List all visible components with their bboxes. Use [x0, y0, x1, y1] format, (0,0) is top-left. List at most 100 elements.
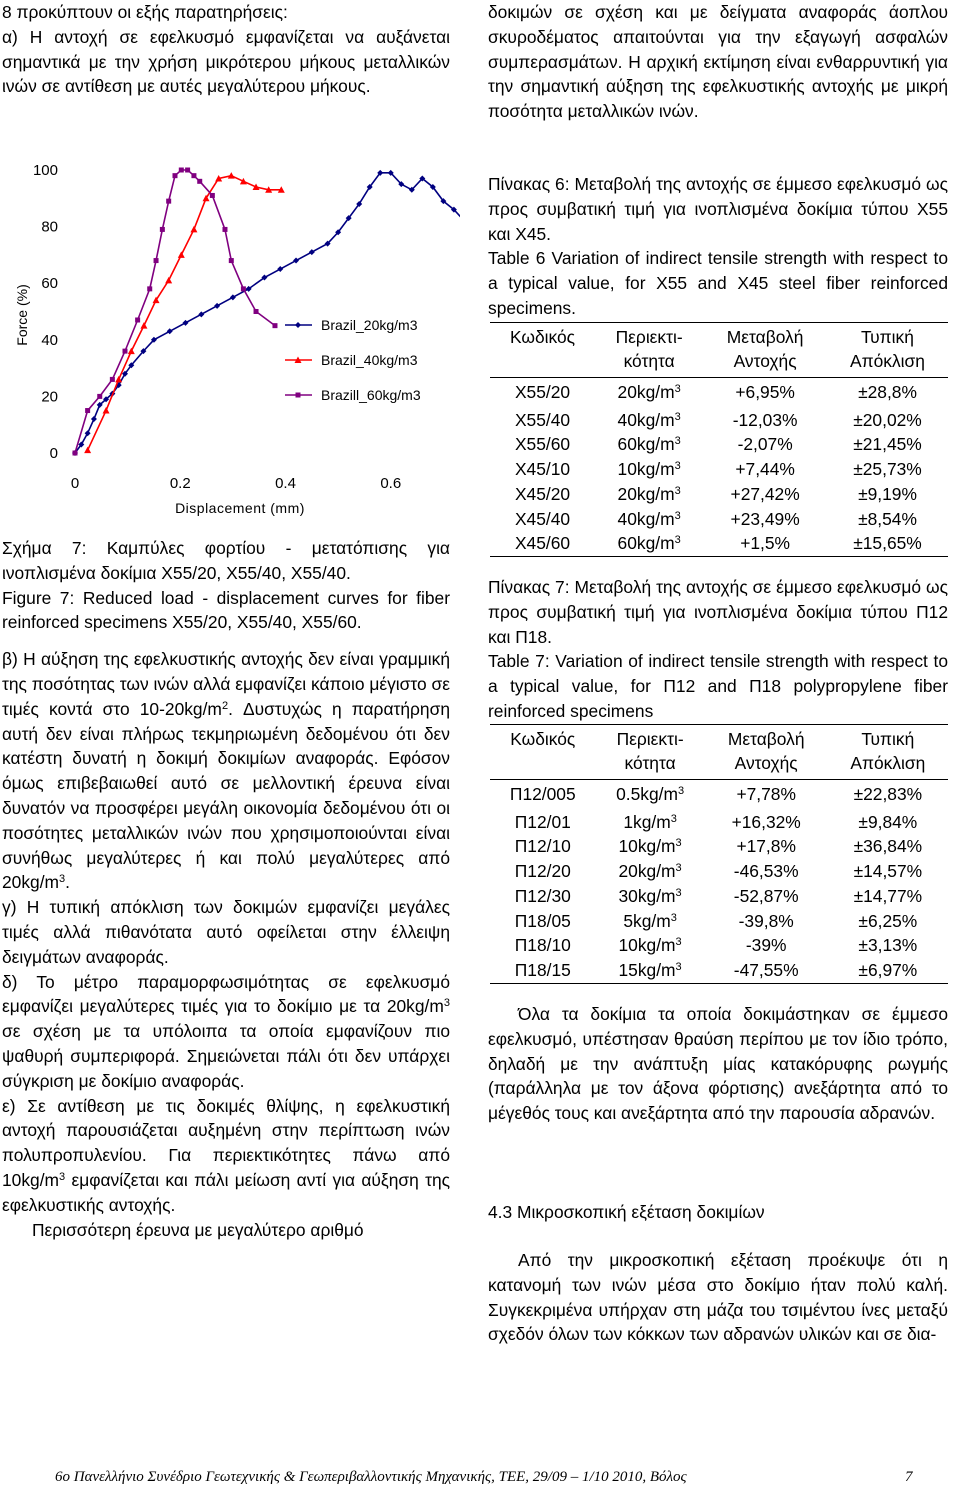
table-cell: Π12/30 — [490, 884, 596, 909]
text: β) Η αύξηση της εφελκυστικής αντοχής δεν… — [2, 649, 451, 719]
header-text: Απόκλιση — [850, 351, 925, 371]
data-point — [440, 198, 447, 205]
table-row: Π12/01 1kg/m3 +16,32% ±9,84% — [490, 810, 948, 835]
table-cell: Χ55/60 — [490, 432, 595, 457]
table-row: Χ45/40 40kg/m3 +23,49% ±8,54% — [490, 507, 948, 532]
superscript: 3 — [443, 997, 450, 1010]
table-cell: -2,07% — [703, 432, 827, 457]
data-point — [135, 317, 141, 323]
paragraph: Περισσότερη έρευνα με μεγαλύτερο αριθμό — [32, 1219, 364, 1240]
header-text: Μεταβολή — [726, 327, 804, 347]
data-point — [240, 286, 246, 292]
table-cell: ±25,73% — [827, 457, 948, 482]
table-cell: 40kg/m3 — [595, 408, 703, 433]
cell-text: 30kg/m — [618, 885, 676, 906]
paragraph: Από την μικροσκοπική εξέταση προέκυψε ότ… — [488, 1250, 948, 1345]
data-point — [140, 348, 147, 355]
cell-text: ±15,65% — [853, 533, 922, 554]
superscript: 2 — [221, 699, 229, 712]
data-point — [228, 258, 234, 264]
data-point — [84, 430, 91, 437]
table-cell: ±20,02% — [827, 408, 948, 433]
table-cell: 10kg/m3 — [596, 933, 705, 958]
cell-text: 5kg/m — [623, 910, 671, 931]
table-cell: -46,53% — [705, 859, 828, 884]
right-text: Από την μικροσκοπική εξέταση προέκυψε ότ… — [488, 1248, 948, 1347]
header-text: Αντοχής — [733, 351, 797, 371]
header-cell: Περιεκτι-κότητα — [595, 323, 703, 378]
cell-text: ±21,45% — [853, 434, 922, 455]
paragraph: β) Η αύξηση της εφελκυστικής αντοχής δεν… — [2, 647, 450, 895]
data-point — [178, 167, 184, 173]
superscript: 3 — [670, 911, 677, 924]
header-text: Κωδικός — [510, 729, 576, 749]
paragraph: δ) Το μέτρο παραμορφωσιμότητας σε εφελκυ… — [2, 970, 450, 1094]
table-cell: Χ55/40 — [490, 408, 595, 433]
cell-text: Χ45/10 — [514, 459, 571, 480]
data-point — [277, 266, 284, 273]
superscript: 3 — [674, 383, 681, 396]
table-row: Π18/15 15kg/m3 -47,55% ±6,97% — [490, 958, 948, 983]
cell-text: ±8,54% — [858, 508, 917, 529]
table-caption: Πίνακας 6: Μεταβολή της αντοχής σε έμμεσ… — [488, 172, 948, 321]
table-cell: Π18/10 — [490, 933, 596, 958]
cell-text: ±6,97% — [858, 960, 918, 981]
cell-text: 10kg/m — [618, 935, 676, 956]
superscript: 3 — [675, 837, 682, 850]
text: ε) Σε αντίθεση με τις δοκιμές θλίψης, η … — [2, 1095, 450, 1190]
superscript: 3 — [670, 812, 677, 825]
cell-text: -39,8% — [738, 910, 794, 931]
cell-text: +1,5% — [740, 533, 791, 554]
data-point — [198, 311, 205, 318]
header-cell: Κωδικός — [490, 725, 596, 780]
cell-text: Π18/15 — [514, 960, 571, 981]
intro-block: 8 προκύπτουν οι εξής παρατηρήσεις: α) Η … — [2, 0, 450, 99]
data-point — [214, 302, 221, 309]
data-point — [308, 249, 315, 256]
data-point — [253, 309, 259, 314]
cell-text: -47,55% — [733, 960, 799, 981]
table-cell: 30kg/m3 — [596, 884, 705, 909]
data-point — [209, 192, 215, 198]
cell-text: ±28,8% — [858, 382, 917, 403]
cell-text: ±36,84% — [853, 836, 923, 857]
table-cell: ±22,83% — [828, 780, 948, 810]
table-cell: 1kg/m3 — [596, 810, 705, 835]
table-row: Π12/005 0.5kg/m3 +7,78% ±22,83% — [490, 780, 948, 810]
data-point — [159, 226, 165, 232]
table-cell: ±28,8% — [827, 378, 948, 408]
cell-text: +6,95% — [735, 382, 795, 403]
data-point — [191, 173, 197, 179]
header-cell: Τυπική Απόκλιση — [827, 323, 948, 378]
y-tick-label: 20 — [41, 388, 58, 405]
legend-label: Brazill_60kg/m3 — [321, 387, 421, 403]
superscript: 3 — [674, 484, 681, 497]
superscript: 3 — [674, 509, 681, 522]
table-cell: 20kg/m3 — [595, 482, 703, 507]
data-point — [202, 194, 210, 202]
table-row: Χ45/10 10kg/m3 +7,44% ±25,73% — [490, 457, 948, 482]
data-point — [408, 186, 415, 193]
text: . Δυστυχώς η παρατήρηση αυτή δεν είναι π… — [2, 698, 451, 893]
table-cell: Χ45/40 — [490, 507, 595, 532]
superscript: 3 — [674, 460, 681, 473]
superscript: 3 — [674, 410, 681, 423]
data-point — [252, 183, 260, 190]
data-point — [121, 370, 128, 377]
table-row: Π12/30 30kg/m3 -52,87% ±14,77% — [490, 884, 948, 909]
table-row: Χ55/40 40kg/m3 -12,03% ±20,02% — [490, 408, 948, 433]
header-row: Κωδικός Περιεκτι-κότητα Μεταβολή Αντοχής Τυπ… — [490, 725, 948, 780]
cell-text: Χ55/20 — [514, 382, 571, 403]
data-point — [185, 167, 191, 173]
data-point — [78, 441, 85, 448]
text: σε σχέση με τα υπόλοιπα τα οποία εμφανίζ… — [2, 1021, 450, 1091]
text: . — [65, 872, 70, 893]
table: Κωδικός Περιεκτι-κότητα Μεταβολή Αντοχής Τυπ… — [490, 724, 948, 985]
data-point — [166, 328, 173, 335]
data-point — [96, 401, 103, 408]
header-cell: Μεταβολή Αντοχής — [703, 323, 827, 378]
paragraph: Όλα τα δοκίμια τα οποία δοκιμάστηκαν σε … — [488, 1004, 948, 1124]
table-row: Π12/20 20kg/m3 -46,53% ±14,57% — [490, 859, 948, 884]
data-point — [172, 173, 178, 179]
